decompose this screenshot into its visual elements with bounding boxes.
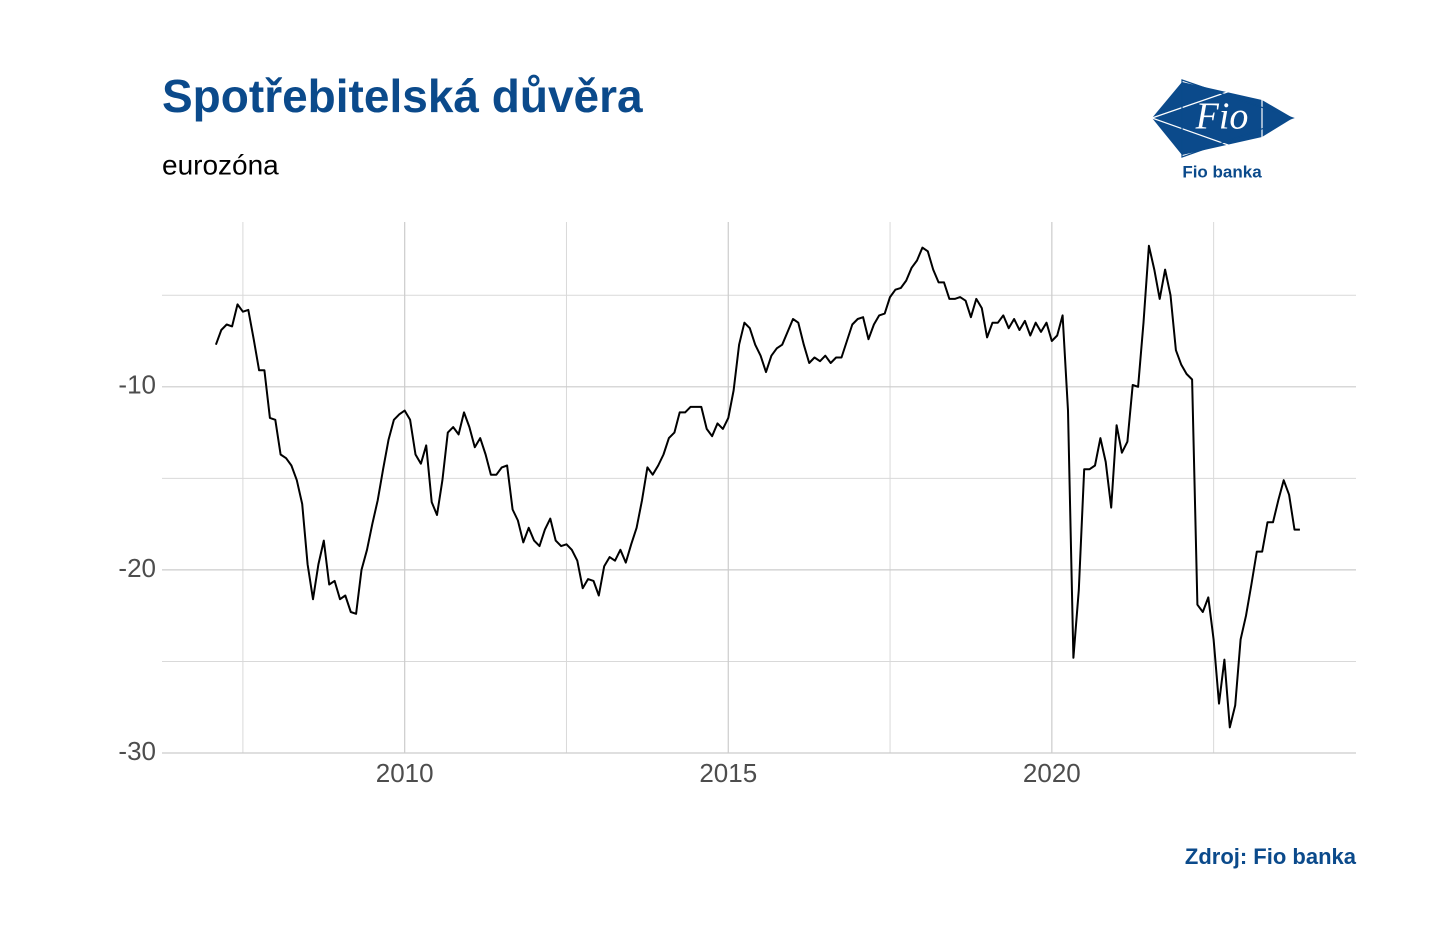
source: Zdroj: Fio banka: [1185, 844, 1357, 869]
y-tick-label: -30: [118, 736, 156, 766]
x-tick-label: 2010: [376, 758, 434, 788]
y-tick-label: -10: [118, 370, 156, 400]
x-tick-label: 2015: [699, 758, 757, 788]
chart-title: Spotřebitelská důvěra: [162, 70, 643, 122]
logo-mark: Fio: [1195, 96, 1249, 138]
logo-outline: [1181, 79, 1295, 158]
x-tick-label: 2020: [1023, 758, 1081, 788]
chart-subtitle: eurozóna: [162, 149, 279, 180]
logo-outline: [1150, 79, 1263, 158]
y-tick-label: -20: [118, 553, 156, 583]
line: [214, 244, 1300, 729]
logo: Fio Fio banka: [1150, 79, 1295, 181]
logo-shape: [1152, 82, 1293, 155]
logo-caption: Fio banka: [1182, 162, 1262, 181]
